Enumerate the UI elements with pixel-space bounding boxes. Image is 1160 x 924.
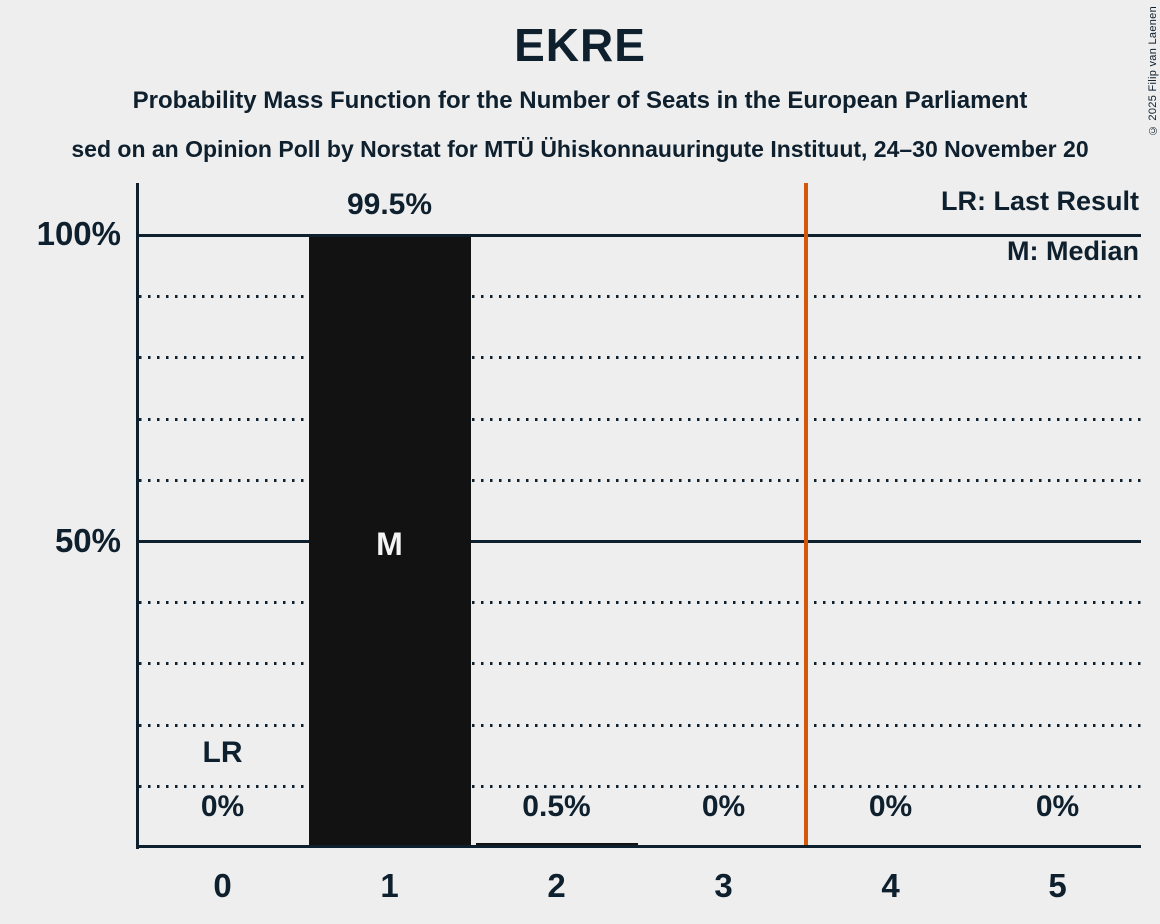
last-result-marker: LR — [202, 736, 243, 769]
reference-line — [804, 183, 808, 846]
x-axis-tick-1: 1 — [380, 867, 399, 904]
gridline-60 — [139, 479, 1141, 482]
median-marker: M — [376, 526, 403, 562]
bar-seats-2 — [476, 843, 638, 846]
x-axis-tick-4: 4 — [881, 867, 900, 904]
value-label-1: 99.5% — [346, 188, 433, 221]
chart-subtitle-line2: sed on an Opinion Poll by Norstat for MT… — [71, 136, 1089, 162]
chart-title: EKRE — [514, 19, 646, 71]
y-axis-tick-50: 50% — [54, 522, 121, 559]
x-axis-line — [136, 845, 1141, 848]
gridline-70 — [139, 418, 1141, 421]
y-axis-line — [136, 183, 139, 849]
legend-last-result: LR: Last Result — [940, 186, 1139, 216]
gridline-40 — [139, 601, 1141, 604]
gridline-100 — [139, 234, 1141, 237]
legend-median: M: Median — [1007, 236, 1139, 266]
gridline-30 — [139, 662, 1141, 665]
gridline-90 — [139, 295, 1141, 298]
value-label-2: 0.5% — [522, 790, 591, 823]
gridline-80 — [139, 356, 1141, 359]
gridline-10 — [139, 785, 1141, 788]
value-label-4: 0% — [868, 790, 913, 823]
value-label-5: 0% — [1035, 790, 1080, 823]
gridline-20 — [139, 724, 1141, 727]
y-axis-tick-100: 100% — [36, 215, 121, 252]
plot-area: 0% 99.5% 0.5% 0% 0% 0% LR M LR: Last Res… — [139, 183, 1141, 846]
gridline-50 — [139, 540, 1141, 543]
value-label-3: 0% — [701, 790, 746, 823]
x-axis-tick-2: 2 — [547, 867, 566, 904]
x-axis-tick-5: 5 — [1048, 867, 1067, 904]
chart-subtitle: Probability Mass Function for the Number… — [132, 87, 1028, 114]
x-axis-tick-3: 3 — [714, 867, 733, 904]
x-axis-tick-0: 0 — [213, 867, 232, 904]
value-label-0: 0% — [200, 790, 245, 823]
copyright-notice: © 2025 Filip van Laenen — [1147, 6, 1159, 137]
bar-seats-1 — [309, 237, 471, 846]
